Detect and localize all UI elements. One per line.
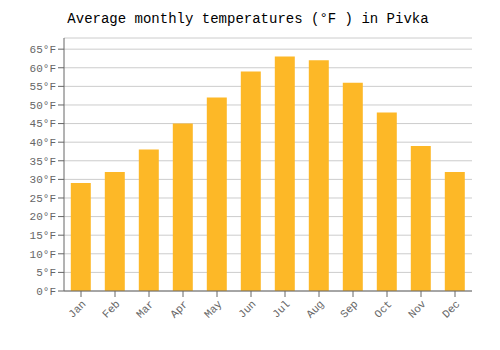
- svg-text:Feb: Feb: [100, 298, 122, 320]
- svg-text:60°F: 60°F: [30, 63, 56, 75]
- svg-text:65°F: 65°F: [30, 44, 56, 56]
- svg-text:20°F: 20°F: [30, 211, 56, 223]
- svg-text:45°F: 45°F: [30, 118, 56, 130]
- svg-text:0°F: 0°F: [36, 286, 56, 298]
- svg-text:Jul: Jul: [270, 298, 292, 320]
- svg-text:35°F: 35°F: [30, 156, 56, 168]
- svg-text:30°F: 30°F: [30, 174, 56, 186]
- svg-text:25°F: 25°F: [30, 193, 56, 205]
- svg-text:10°F: 10°F: [30, 249, 56, 261]
- svg-text:15°F: 15°F: [30, 230, 56, 242]
- svg-text:5°F: 5°F: [36, 267, 56, 279]
- svg-text:Oct: Oct: [372, 298, 394, 320]
- svg-text:May: May: [202, 298, 225, 321]
- svg-text:Nov: Nov: [406, 298, 429, 321]
- svg-text:55°F: 55°F: [30, 81, 56, 93]
- svg-text:50°F: 50°F: [30, 100, 56, 112]
- svg-text:Mar: Mar: [134, 298, 156, 320]
- svg-text:40°F: 40°F: [30, 137, 56, 149]
- svg-text:Sep: Sep: [338, 298, 360, 320]
- svg-text:Apr: Apr: [168, 298, 190, 320]
- html-text:Average monthly temperatures (: Average monthly temperatures (°F ) in Pi…: [67, 11, 429, 27]
- svg-text:Jun: Jun: [236, 298, 258, 320]
- svg-text:Dec: Dec: [440, 298, 462, 320]
- svg-text:Aug: Aug: [304, 298, 326, 320]
- svg-text:Jan: Jan: [66, 298, 88, 320]
